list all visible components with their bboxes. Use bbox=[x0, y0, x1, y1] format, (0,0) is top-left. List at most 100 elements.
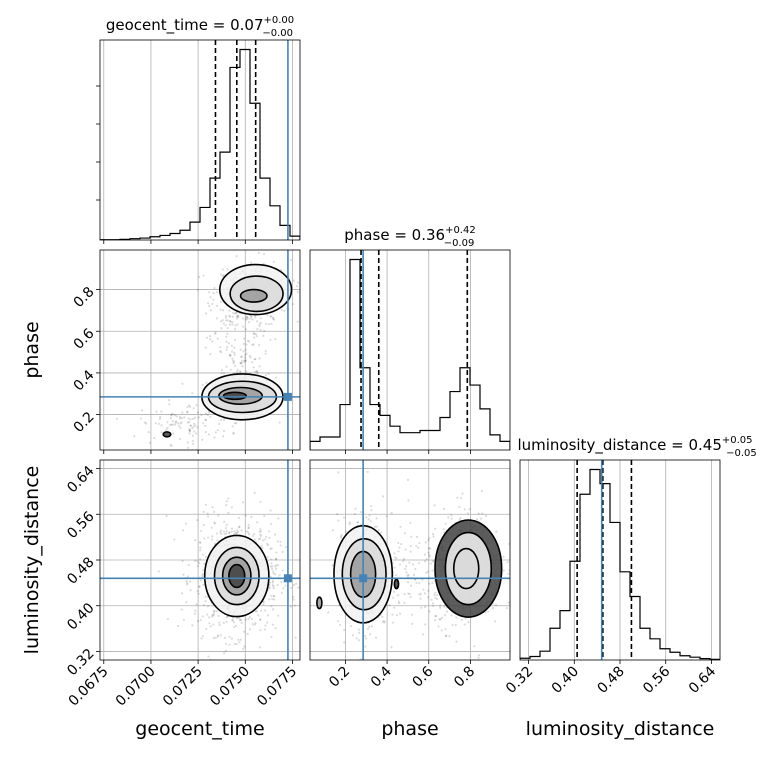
sample-point bbox=[264, 350, 267, 353]
sample-point bbox=[243, 360, 246, 364]
sample-point bbox=[171, 423, 174, 426]
sample-point bbox=[459, 516, 462, 520]
sample-point bbox=[224, 649, 227, 652]
sample-point bbox=[247, 618, 250, 621]
sample-point bbox=[407, 573, 410, 577]
sample-point bbox=[281, 569, 285, 572]
sample-point bbox=[207, 655, 210, 658]
sample-point bbox=[241, 355, 244, 358]
sample-point bbox=[228, 314, 231, 317]
sample-point bbox=[272, 570, 275, 573]
density-phase-luminosity_distance bbox=[316, 470, 510, 660]
sample-point bbox=[206, 414, 209, 417]
sample-point bbox=[423, 560, 427, 563]
sample-point bbox=[375, 525, 378, 528]
sample-point bbox=[395, 557, 398, 560]
sample-point bbox=[410, 613, 414, 616]
sample-point bbox=[233, 312, 237, 315]
sample-point bbox=[188, 428, 191, 431]
sample-point bbox=[444, 628, 447, 631]
sample-point bbox=[409, 544, 412, 548]
sample-point bbox=[269, 509, 272, 512]
sample-point bbox=[393, 590, 396, 593]
sample-point bbox=[213, 522, 217, 525]
sample-point bbox=[199, 579, 202, 582]
x-tick-label: 0.0725 bbox=[160, 664, 206, 710]
sample-point bbox=[273, 598, 276, 601]
sample-point bbox=[197, 275, 201, 278]
sample-point bbox=[507, 601, 510, 604]
sample-point bbox=[197, 619, 200, 623]
sample-point bbox=[244, 359, 248, 362]
sample-point bbox=[248, 616, 252, 619]
sample-point bbox=[271, 623, 274, 626]
sample-point bbox=[419, 597, 422, 600]
sample-point bbox=[145, 422, 148, 425]
sample-point bbox=[422, 633, 425, 636]
sample-point bbox=[230, 530, 233, 533]
sample-point bbox=[280, 308, 283, 311]
x-tick-label: 0.0775 bbox=[254, 664, 300, 710]
sample-point bbox=[484, 514, 488, 517]
sample-point bbox=[431, 602, 435, 605]
sample-point bbox=[357, 628, 360, 631]
sample-point bbox=[391, 621, 395, 624]
sample-point bbox=[170, 444, 173, 448]
sample-point bbox=[269, 338, 272, 341]
sample-point bbox=[255, 370, 259, 373]
sample-point bbox=[246, 339, 249, 343]
sample-point bbox=[398, 546, 401, 549]
sample-point bbox=[415, 544, 418, 548]
sample-point bbox=[244, 514, 247, 517]
sample-point bbox=[148, 441, 152, 444]
sample-point bbox=[211, 538, 214, 541]
sample-point bbox=[274, 573, 277, 576]
sample-point bbox=[295, 285, 299, 288]
sample-point bbox=[202, 274, 205, 277]
sample-point bbox=[508, 542, 510, 545]
sample-point bbox=[180, 421, 183, 424]
sample-point bbox=[438, 618, 441, 621]
text-layer: geocent_time = 0.07+0.00−0.00 phase = 0.3… bbox=[21, 15, 757, 740]
sample-point bbox=[246, 632, 249, 636]
sample-point bbox=[226, 268, 229, 271]
sample-point bbox=[270, 636, 273, 639]
sample-point bbox=[233, 364, 237, 368]
sample-point bbox=[273, 533, 277, 536]
sample-point bbox=[205, 381, 208, 384]
sample-point bbox=[258, 344, 261, 347]
sample-point bbox=[284, 584, 287, 587]
sample-point bbox=[212, 636, 215, 640]
sample-point bbox=[185, 601, 188, 604]
sample-point bbox=[234, 311, 238, 314]
sample-point bbox=[411, 563, 415, 566]
sample-point bbox=[201, 553, 204, 556]
sample-point bbox=[231, 425, 234, 428]
contour-level bbox=[393, 578, 400, 590]
sample-point bbox=[154, 422, 157, 425]
sample-point bbox=[450, 514, 453, 517]
sample-point bbox=[268, 530, 271, 533]
sample-point bbox=[270, 522, 273, 526]
sample-point bbox=[225, 642, 228, 646]
sample-point bbox=[194, 432, 198, 435]
sample-point bbox=[232, 431, 235, 434]
sample-point bbox=[221, 274, 225, 277]
sample-point bbox=[227, 497, 230, 500]
sample-point bbox=[265, 322, 268, 326]
sample-point bbox=[198, 541, 202, 544]
sample-point bbox=[171, 412, 174, 416]
sample-point bbox=[196, 560, 199, 563]
sample-point bbox=[216, 539, 219, 542]
sample-point bbox=[189, 580, 192, 583]
sample-point bbox=[343, 641, 346, 644]
y-tick-label: 0.4 bbox=[71, 367, 98, 394]
sample-point bbox=[222, 372, 226, 375]
sample-point bbox=[404, 548, 407, 551]
sample-point bbox=[212, 298, 215, 301]
sample-point bbox=[342, 516, 346, 519]
sample-point bbox=[253, 336, 256, 339]
sample-point bbox=[227, 511, 230, 515]
sample-point bbox=[427, 570, 430, 573]
sample-point bbox=[215, 317, 218, 320]
